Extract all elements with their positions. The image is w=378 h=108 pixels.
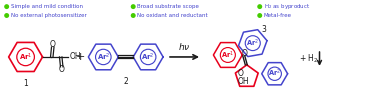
Text: Ar$^1$: Ar$^1$ [19, 51, 33, 63]
Text: O: O [242, 49, 247, 58]
Text: O: O [59, 65, 64, 74]
Text: Ar$^2$: Ar$^2$ [96, 51, 110, 63]
Text: Simple and mild condition: Simple and mild condition [11, 4, 83, 9]
Text: $h\nu$: $h\nu$ [178, 41, 191, 52]
Text: Ar$^1$: Ar$^1$ [222, 49, 234, 61]
Circle shape [4, 4, 9, 9]
Text: 2: 2 [123, 77, 128, 86]
Text: Ar$^2$: Ar$^2$ [246, 37, 259, 49]
Text: 3: 3 [261, 25, 266, 34]
Text: 1: 1 [23, 79, 28, 88]
Text: No external photosensitizer: No external photosensitizer [11, 13, 87, 18]
Text: Broad substrate scope: Broad substrate scope [137, 4, 199, 9]
Circle shape [257, 13, 262, 18]
Text: OH: OH [237, 77, 249, 86]
Circle shape [131, 4, 136, 9]
Text: + H$_2$: + H$_2$ [299, 53, 318, 65]
Text: O: O [50, 40, 56, 49]
Text: OH: OH [70, 52, 81, 61]
Circle shape [4, 13, 9, 18]
Text: Metal-free: Metal-free [264, 13, 292, 18]
Text: H$_2$ as byproduct: H$_2$ as byproduct [264, 2, 310, 11]
Text: No oxidant and reductant: No oxidant and reductant [137, 13, 208, 18]
Circle shape [131, 13, 136, 18]
Text: Ar$^2$: Ar$^2$ [268, 68, 281, 79]
Text: +: + [76, 52, 85, 62]
Circle shape [257, 4, 262, 9]
Text: Ar$^2$: Ar$^2$ [141, 51, 155, 63]
Text: O: O [237, 69, 243, 78]
